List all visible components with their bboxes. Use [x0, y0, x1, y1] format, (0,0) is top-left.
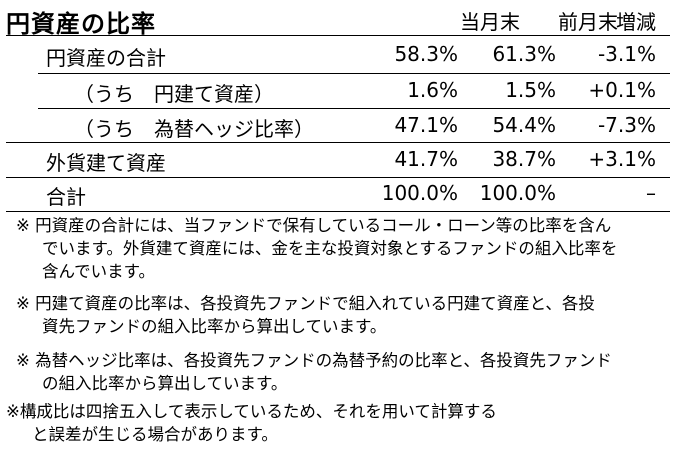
current-value: 47.1% [394, 113, 458, 137]
table-row: 円資産の合計 58.3% 61.3% -3.1% [0, 38, 676, 70]
page-title: 円資産の比率 [6, 10, 156, 38]
note-line: でいます。外貨建て資産には、金を主な投資対象とするファンドの組入比率を [42, 239, 618, 258]
row-label: （うち 円建て資産） [74, 82, 274, 106]
current-value: 41.7% [394, 147, 458, 171]
table-row: （うち 為替ヘッジ比率） 47.1% 54.4% -7.3% [0, 109, 676, 141]
header-current-month: 当月末 [460, 10, 520, 34]
row-label: 外貨建て資産 [46, 151, 166, 175]
note-4: ※構成比は四捨五入して表示しているため、それを用いて計算する と誤差が生じる場合… [6, 400, 656, 446]
previous-value: 61.3% [492, 42, 556, 66]
note-line: ※ 円建て資産の比率は、各投資先ファンドで組入れている円建て資産と、各投 [16, 294, 595, 313]
change-value: -7.3% [597, 113, 656, 137]
row-label: 円資産の合計 [46, 46, 166, 70]
note-2: ※ 円建て資産の比率は、各投資先ファンドで組入れている円建て資産と、各投 資先フ… [16, 292, 666, 338]
change-value: -3.1% [597, 42, 656, 66]
header-previous-month: 前月末 [558, 10, 618, 34]
note-1: ※ 円資産の合計には、当ファンドで保有しているコール・ローン等の比率を含ん でい… [16, 214, 666, 283]
table-row: 外貨建て資産 41.7% 38.7% +3.1% [0, 143, 676, 175]
note-line: ※ 円資産の合計には、当ファンドで保有しているコール・ローン等の比率を含ん [16, 216, 612, 235]
note-line: ※構成比は四捨五入して表示しているため、それを用いて計算する [6, 402, 497, 421]
note-line: の組入比率から算出しています。 [42, 374, 288, 393]
previous-value: 100.0% [479, 181, 556, 205]
rule-row3 [6, 142, 670, 143]
header-change: 増減 [616, 10, 656, 34]
note-line: 資先ファンドの組入比率から算出しています。 [42, 317, 387, 336]
previous-value: 54.4% [492, 113, 556, 137]
note-line: 含んでいます。 [42, 262, 156, 281]
rule-row1 [38, 73, 670, 74]
row-label: （うち 為替ヘッジ比率） [74, 117, 314, 141]
note-line: ※ 為替ヘッジ比率は、各投資先ファンドの為替予約の比率と、各投資先ファンド [16, 351, 612, 370]
rule-top [6, 35, 670, 36]
previous-value: 38.7% [492, 147, 556, 171]
note-3: ※ 為替ヘッジ比率は、各投資先ファンドの為替予約の比率と、各投資先ファンド の組… [16, 349, 666, 395]
change-value: – [646, 181, 656, 205]
current-value: 1.6% [407, 78, 458, 102]
change-value: +0.1% [588, 78, 656, 102]
table-row: 合計 100.0% 100.0% – [0, 177, 676, 209]
rule-bottom [6, 211, 670, 212]
current-value: 58.3% [394, 42, 458, 66]
previous-value: 1.5% [505, 78, 556, 102]
current-value: 100.0% [381, 181, 458, 205]
rule-row2 [38, 108, 670, 109]
rule-row4 [6, 177, 670, 178]
note-line: と誤差が生じる場合があります。 [32, 425, 278, 444]
change-value: +3.1% [588, 147, 656, 171]
table-row: （うち 円建て資産） 1.6% 1.5% +0.1% [0, 74, 676, 106]
row-label: 合計 [46, 185, 86, 209]
